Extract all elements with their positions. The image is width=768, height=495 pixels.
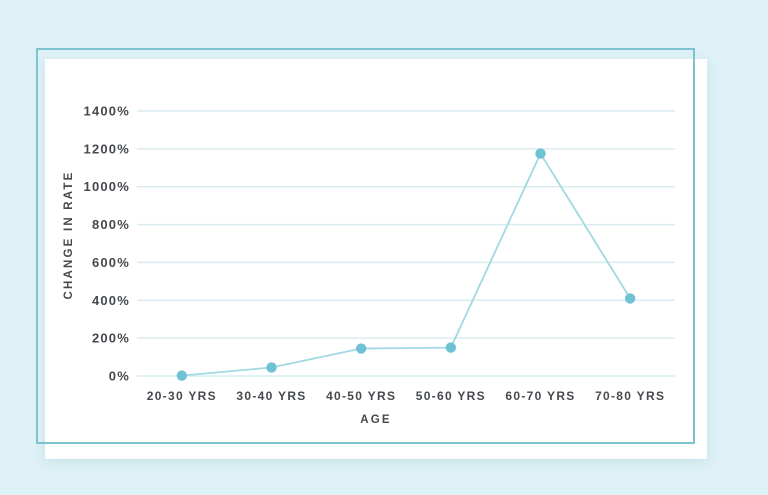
y-tick-label: 1400% — [84, 104, 130, 119]
trend-line — [180, 152, 632, 377]
y-axis-title: CHANGE IN RATE — [63, 170, 75, 300]
x-tick-label: 50-60 YRS — [416, 389, 486, 403]
y-tick-label: 0% — [109, 369, 130, 384]
y-tick-label: 800% — [92, 217, 130, 232]
x-tick-label: 40-50 YRS — [326, 389, 396, 403]
data-point — [266, 362, 277, 373]
data-point — [624, 293, 636, 304]
x-axis-title: AGE — [360, 414, 392, 426]
y-tick-label: 400% — [92, 293, 130, 308]
x-tick-label: 20-30 YRS — [147, 389, 217, 403]
line-chart-svg: 0% 200% 400% 600% 800% 1000% 1200% 1400% 20-30 Y… — [84, 104, 675, 403]
x-tick-label: 60-70 YRS — [505, 389, 575, 403]
y-tick-label: 1200% — [84, 141, 130, 156]
data-point — [355, 343, 367, 354]
y-tick-label: 200% — [92, 331, 130, 346]
data-point — [445, 342, 457, 353]
y-tick-label: 1000% — [84, 179, 130, 194]
data-point — [176, 370, 188, 381]
chart-card: 0% 200% 400% 600% 800% 1000% 1200% 1400% 20-30 Y… — [45, 59, 707, 459]
y-tick-label: 600% — [92, 255, 130, 270]
x-tick-label: 30-40 YRS — [236, 389, 306, 403]
x-tick-label: 70-80 YRS — [595, 389, 665, 403]
data-point — [535, 148, 546, 159]
